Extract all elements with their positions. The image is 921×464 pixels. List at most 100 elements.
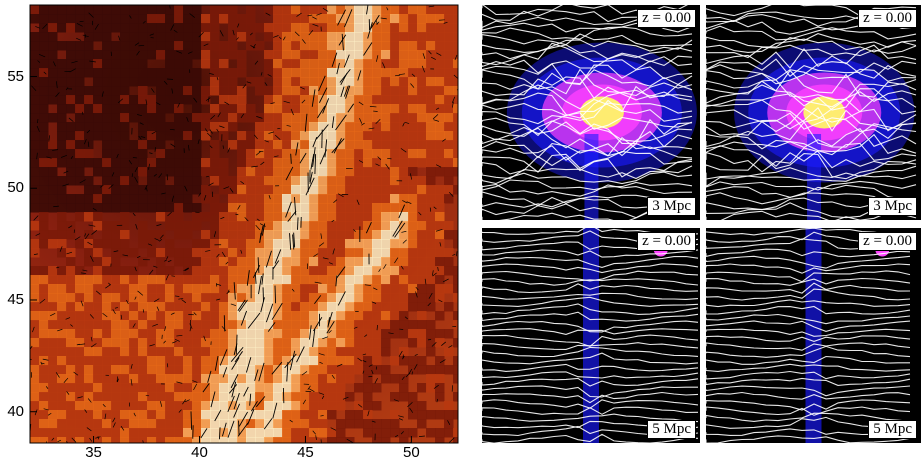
density-cell bbox=[39, 320, 49, 330]
velocity-arrow bbox=[414, 354, 418, 356]
density-cell bbox=[39, 113, 49, 123]
density-cell bbox=[246, 374, 256, 384]
density-cell bbox=[147, 311, 157, 321]
density-cell bbox=[327, 176, 337, 186]
density-cell bbox=[183, 374, 193, 384]
density-cell bbox=[444, 185, 454, 195]
velocity-arrow bbox=[322, 257, 329, 260]
density-cell bbox=[246, 203, 256, 213]
density-cell bbox=[372, 248, 382, 258]
density-cell bbox=[264, 140, 274, 150]
density-cell bbox=[111, 383, 121, 393]
density-cell bbox=[408, 338, 418, 348]
density-cell bbox=[426, 122, 436, 132]
density-cell bbox=[444, 284, 454, 294]
density-cell bbox=[111, 293, 121, 303]
density-cell bbox=[183, 419, 193, 429]
density-cell bbox=[345, 176, 355, 186]
density-cell bbox=[399, 311, 409, 321]
density-cell bbox=[129, 32, 139, 42]
redshift-label: z = 0.00 bbox=[858, 9, 917, 28]
streamline bbox=[482, 52, 693, 74]
density-cell bbox=[399, 293, 409, 303]
density-cell bbox=[165, 365, 175, 375]
velocity-arrow bbox=[260, 161, 265, 166]
density-cell bbox=[309, 266, 319, 276]
density-cell bbox=[453, 311, 458, 321]
density-cell bbox=[237, 410, 247, 420]
velocity-arrow bbox=[80, 300, 84, 307]
density-cell bbox=[300, 50, 310, 60]
density-cell bbox=[237, 284, 247, 294]
density-cell bbox=[84, 293, 94, 303]
streamlines bbox=[482, 228, 699, 443]
density-cell bbox=[183, 50, 193, 60]
velocity-arrow bbox=[431, 342, 437, 347]
density-cell bbox=[345, 32, 355, 42]
density-cell bbox=[120, 203, 130, 213]
velocity-arrow bbox=[63, 170, 69, 174]
density-cell bbox=[318, 230, 328, 240]
density-cell bbox=[444, 14, 454, 24]
density-cell bbox=[57, 284, 67, 294]
density-cell bbox=[165, 104, 175, 114]
density-cell bbox=[246, 401, 256, 411]
density-cell bbox=[120, 428, 130, 438]
density-cell bbox=[75, 338, 85, 348]
density-cell bbox=[264, 320, 274, 330]
density-cell bbox=[264, 86, 274, 96]
density-cell bbox=[372, 23, 382, 33]
density-cell bbox=[408, 104, 418, 114]
density-cell bbox=[300, 437, 310, 443]
density-cell bbox=[210, 50, 220, 60]
density-cell bbox=[102, 176, 112, 186]
velocity-arrow bbox=[176, 334, 183, 337]
density-cell bbox=[66, 41, 76, 51]
density-cell bbox=[300, 383, 310, 393]
streamline bbox=[482, 112, 693, 137]
density-cell bbox=[39, 284, 49, 294]
density-cell bbox=[453, 266, 458, 276]
density-cell bbox=[66, 275, 76, 285]
density-cell bbox=[246, 158, 256, 168]
density-cell bbox=[426, 68, 436, 78]
density-cell bbox=[129, 401, 139, 411]
density-cell bbox=[282, 293, 292, 303]
streamline bbox=[482, 89, 693, 119]
density-cell bbox=[219, 266, 229, 276]
density-cell bbox=[39, 167, 49, 177]
density-cell bbox=[282, 41, 292, 51]
density-cell bbox=[327, 239, 337, 249]
density-cell bbox=[93, 248, 103, 258]
density-cell bbox=[210, 41, 220, 51]
density-cell bbox=[444, 50, 454, 60]
density-cell bbox=[84, 248, 94, 258]
density-cell bbox=[300, 140, 310, 150]
density-cell bbox=[453, 41, 458, 51]
velocity-arrow bbox=[422, 53, 426, 59]
density-cell bbox=[399, 149, 409, 159]
density-cell bbox=[318, 122, 328, 132]
density-cell bbox=[453, 140, 458, 150]
scale-label: 5 Mpc bbox=[868, 420, 917, 439]
density-cell bbox=[291, 50, 301, 60]
density-cell bbox=[120, 437, 130, 443]
density-cell bbox=[282, 428, 292, 438]
velocity-arrow bbox=[240, 113, 245, 119]
streamline bbox=[706, 345, 911, 358]
density-cell bbox=[138, 149, 148, 159]
velocity-arrow bbox=[217, 112, 221, 118]
density-cell bbox=[408, 14, 418, 24]
density-cell bbox=[39, 221, 49, 231]
density-cell bbox=[39, 311, 49, 321]
density-cell bbox=[219, 185, 229, 195]
density-cell bbox=[255, 257, 265, 267]
velocity-arrow bbox=[166, 256, 169, 260]
density-cell bbox=[336, 212, 346, 222]
density-cell bbox=[129, 158, 139, 168]
density-cell bbox=[120, 185, 130, 195]
density-cell bbox=[408, 122, 418, 132]
velocity-arrow bbox=[236, 37, 239, 40]
velocity-arrow bbox=[271, 302, 283, 320]
density-cell bbox=[102, 86, 112, 96]
